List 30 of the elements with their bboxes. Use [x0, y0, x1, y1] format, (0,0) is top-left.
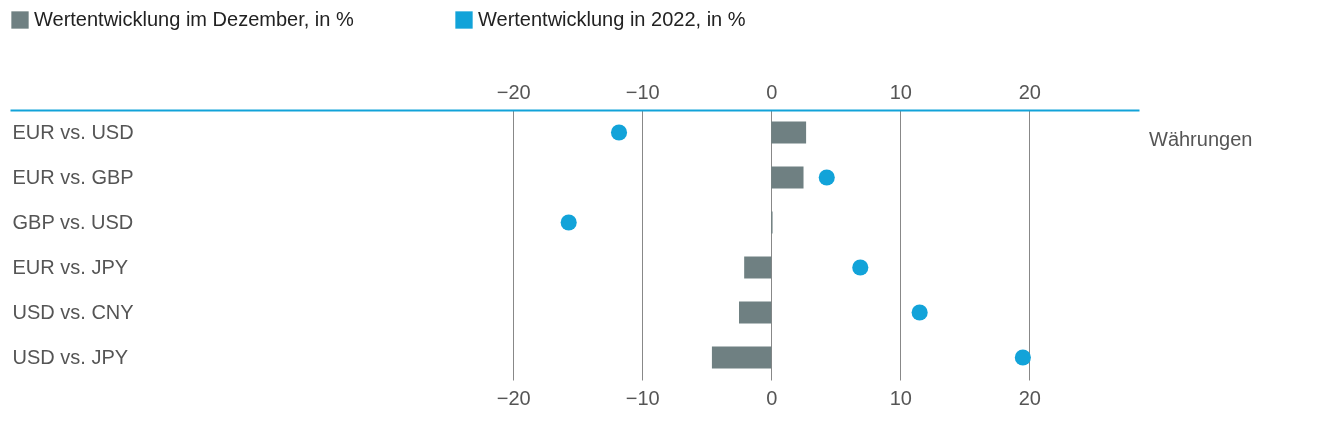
- point: [560, 214, 577, 231]
- x2-tick-label: −20: [496, 386, 531, 409]
- point: [852, 259, 869, 276]
- bar: [711, 346, 772, 369]
- bar: [771, 121, 807, 144]
- point: [911, 304, 928, 321]
- text: Währungen: [1149, 128, 1253, 150]
- x-tick-label: 0: [766, 80, 778, 103]
- x-tick-label: −10: [625, 80, 660, 103]
- y-tick-label: GBP vs. USD: [12, 210, 134, 233]
- point: [610, 124, 628, 141]
- x2-tick-label: 20: [1018, 386, 1041, 409]
- bar: [739, 301, 772, 324]
- x2-tick-label: −10: [625, 386, 660, 409]
- point: [818, 169, 835, 186]
- legend-label: Wertentwicklung im Dezember, in %: [34, 8, 354, 30]
- y-tick-label: EUR vs. USD: [12, 120, 134, 143]
- y-tick-label: USD vs. CNY: [12, 300, 134, 323]
- y-tick-label: EUR vs. JPY: [12, 255, 129, 278]
- x2-tick-label: 10: [889, 386, 912, 409]
- bar: [771, 166, 804, 189]
- y-tick-label: USD vs. JPY: [12, 345, 129, 368]
- legend-label: Wertentwicklung in 2022, in %: [478, 8, 746, 30]
- bar: [744, 256, 772, 279]
- x2-tick-label: 0: [766, 386, 778, 409]
- x-tick-label: 10: [889, 80, 912, 103]
- x-tick-label: 20: [1018, 80, 1041, 103]
- x-tick-label: −20: [496, 80, 531, 103]
- y-tick-label: EUR vs. GBP: [12, 165, 134, 188]
- point: [1014, 349, 1031, 366]
